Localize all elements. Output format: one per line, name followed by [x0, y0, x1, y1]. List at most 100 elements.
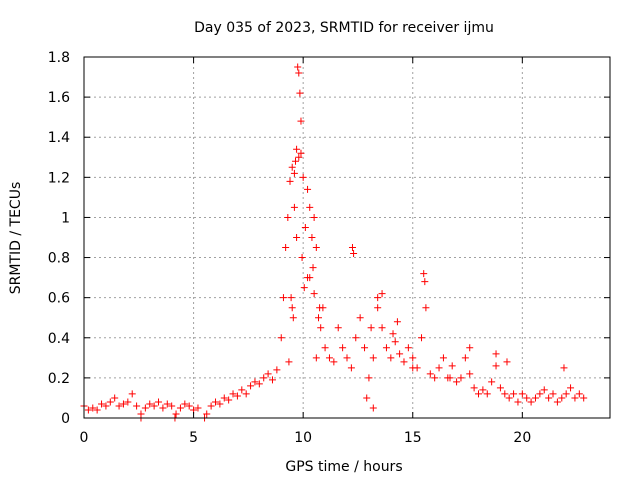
data-point — [562, 390, 570, 398]
data-point — [279, 294, 287, 302]
data-point — [363, 394, 371, 402]
data-point — [285, 358, 293, 366]
data-point — [304, 185, 312, 193]
data-point — [176, 404, 184, 412]
data-point — [251, 378, 259, 386]
chart-title: Day 035 of 2023, SRMTID for receiver ijm… — [194, 20, 494, 36]
data-point — [339, 344, 347, 352]
data-point — [216, 400, 224, 408]
data-point — [296, 89, 304, 97]
data-point — [284, 213, 292, 221]
data-point — [308, 234, 316, 241]
data-point — [492, 362, 500, 370]
data-point — [361, 344, 369, 352]
data-point — [389, 330, 397, 338]
data-point — [356, 314, 364, 322]
data-point — [181, 400, 189, 408]
data-point — [492, 350, 500, 358]
x-axis-label: GPS time / hours — [285, 459, 402, 475]
data-point — [203, 410, 211, 418]
ticks-layer: 0 0.2 0.4 0.6 0.8 1 1.2 1.4 1.6 1.8 0 5 10 15 20 — [48, 50, 610, 446]
data-point — [155, 398, 163, 406]
data-point — [391, 338, 399, 346]
x-tick-label: 20 — [513, 430, 531, 446]
data-point — [233, 392, 241, 400]
data-point — [580, 394, 588, 402]
data-point — [505, 394, 513, 402]
data-point — [575, 390, 583, 398]
data-point — [93, 406, 101, 414]
data-point — [374, 294, 382, 302]
data-point — [396, 350, 404, 358]
y-tick-label: 1.4 — [48, 130, 70, 146]
data-point — [172, 410, 180, 418]
data-point — [466, 344, 474, 352]
data-point — [106, 398, 114, 406]
data-point — [306, 203, 314, 211]
data-point — [446, 374, 454, 382]
data-point — [553, 398, 561, 406]
y-tick-label: 0 — [61, 411, 70, 427]
data-point — [518, 390, 526, 398]
data-point — [150, 402, 158, 410]
data-point — [378, 290, 386, 298]
data-point — [185, 402, 193, 410]
data-point — [483, 390, 491, 398]
data-point — [330, 358, 338, 366]
data-point — [567, 384, 575, 392]
data-point — [378, 324, 386, 332]
data-point — [404, 344, 412, 352]
y-axis-label: SRMTID / TECUs — [8, 182, 24, 295]
data-point — [119, 400, 127, 408]
data-point — [317, 324, 325, 332]
data-point — [84, 406, 92, 414]
data-point — [260, 374, 268, 382]
data-point — [453, 378, 461, 386]
data-point — [422, 304, 430, 312]
data-point — [558, 394, 566, 402]
data-point — [297, 117, 305, 125]
data-point — [293, 145, 301, 153]
data-point — [409, 354, 417, 362]
y-tick-label: 1.8 — [48, 50, 70, 66]
data-point — [350, 250, 358, 258]
data-point — [374, 304, 382, 312]
data-point — [348, 244, 356, 252]
data-point — [297, 149, 305, 157]
data-point — [426, 370, 434, 378]
x-tick-label: 10 — [294, 430, 312, 446]
data-point — [301, 223, 309, 231]
data-point — [300, 284, 308, 292]
data-point — [290, 169, 298, 177]
data-point — [334, 324, 342, 332]
plot-area-frame — [83, 56, 611, 419]
data-point — [315, 314, 323, 322]
data-point — [242, 390, 250, 398]
data-point — [247, 382, 255, 390]
data-point — [496, 384, 504, 392]
data-point — [488, 378, 496, 386]
data-point — [255, 380, 263, 388]
data-point — [291, 157, 299, 165]
data-point — [457, 374, 465, 382]
data-point — [298, 254, 306, 262]
data-point — [475, 390, 482, 398]
data-point — [367, 324, 375, 332]
data-point — [321, 344, 329, 352]
x-tick-label: 0 — [80, 430, 89, 446]
data-point — [479, 386, 487, 394]
data-point — [312, 354, 320, 362]
y-tick-label: 0.6 — [48, 291, 70, 307]
y-tick-label: 1.2 — [48, 170, 70, 186]
data-point — [111, 394, 119, 402]
data-point — [382, 344, 390, 352]
data-point — [431, 374, 439, 382]
data-point — [89, 404, 97, 412]
data-point — [102, 402, 110, 410]
data-point — [286, 177, 294, 185]
data-point — [536, 390, 544, 398]
data-point — [310, 213, 318, 221]
data-point — [514, 398, 522, 406]
